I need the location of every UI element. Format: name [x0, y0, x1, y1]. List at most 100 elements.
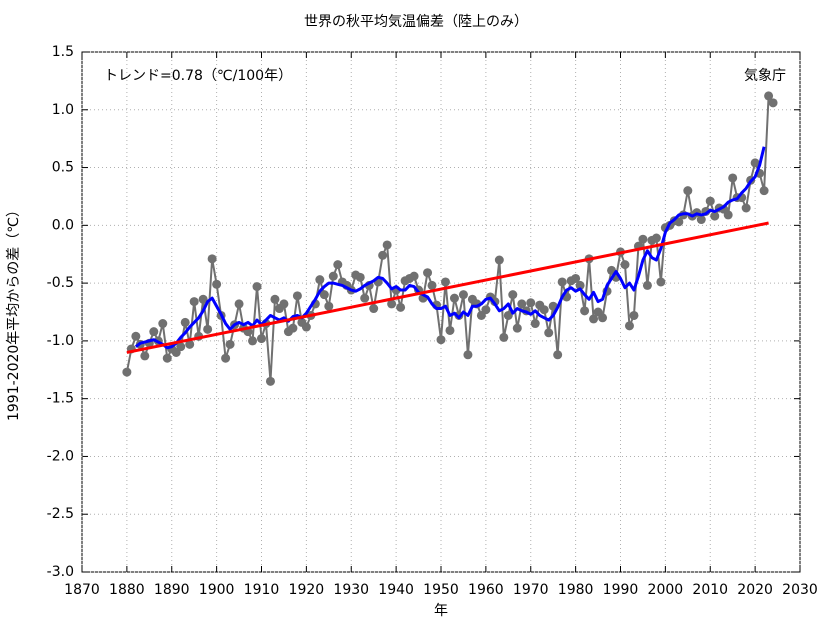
y-tick-label: -2.5 [47, 506, 74, 522]
data-point [176, 342, 186, 352]
x-tick-label: 1900 [199, 582, 235, 598]
data-point [162, 353, 172, 363]
data-point [436, 335, 446, 345]
x-tick-label: 2000 [648, 582, 684, 598]
y-tick-label: 0.0 [52, 217, 74, 233]
data-point [544, 328, 554, 338]
data-point [324, 301, 334, 311]
data-point [642, 280, 652, 290]
x-tick-label: 1980 [558, 582, 594, 598]
data-point [257, 334, 266, 344]
data-point [656, 277, 666, 287]
data-point [580, 306, 590, 316]
x-tick-label: 1920 [289, 582, 325, 598]
y-tick-label: -1.5 [47, 391, 74, 407]
data-point [387, 299, 397, 309]
x-tick-label: 1880 [109, 582, 145, 598]
data-point [185, 339, 195, 349]
data-point [140, 351, 150, 361]
data-point [508, 290, 518, 300]
data-point [624, 321, 634, 331]
data-point [458, 290, 468, 300]
data-point [526, 298, 536, 308]
data-point [270, 294, 280, 304]
data-point [333, 260, 343, 270]
y-tick-label: -2.0 [47, 448, 74, 464]
data-point [539, 305, 549, 315]
data-point [409, 271, 419, 281]
data-point [683, 186, 693, 196]
data-point [768, 98, 778, 108]
data-point [553, 350, 563, 360]
data-point [189, 297, 199, 307]
y-tick-label: 1.0 [52, 102, 74, 118]
data-point [710, 211, 720, 221]
y-tick-label: -3.0 [47, 564, 74, 580]
x-axis-label: 年 [434, 603, 448, 619]
data-point [203, 324, 213, 334]
data-point [764, 91, 774, 101]
data-point [449, 293, 459, 303]
data-point [503, 310, 513, 320]
data-point [728, 173, 738, 183]
series-line [125, 94, 774, 383]
data-point [180, 317, 190, 327]
data-point [234, 299, 244, 309]
data-point [499, 332, 509, 342]
x-tick-label: 2010 [692, 582, 728, 598]
data-point [252, 282, 262, 292]
data-point [571, 273, 581, 283]
data-point [279, 299, 289, 309]
data-point [638, 234, 648, 244]
data-point [378, 250, 388, 260]
x-tick-label: 1950 [423, 582, 459, 598]
x-tick-label: 1940 [378, 582, 414, 598]
x-tick-label: 1930 [333, 582, 369, 598]
data-point [122, 367, 132, 377]
source-annotation: 気象庁 [744, 68, 786, 84]
y-tick-label: -0.5 [47, 275, 74, 291]
x-tick-label: 1890 [154, 582, 190, 598]
data-point [427, 280, 437, 290]
x-tick-label: 1960 [468, 582, 504, 598]
x-tick-label: 1910 [244, 582, 280, 598]
data-point [360, 293, 370, 303]
x-tick-label: 2020 [737, 582, 773, 598]
x-tick-label: 2030 [782, 582, 818, 598]
data-point [512, 323, 522, 333]
data-point [149, 327, 159, 337]
data-point [315, 275, 325, 285]
series-line [126, 221, 769, 354]
data-point [530, 319, 540, 329]
data-point [221, 353, 231, 363]
data-point [355, 272, 365, 282]
data-point [198, 294, 208, 304]
data-point [494, 255, 504, 265]
data-point [292, 291, 302, 301]
data-point [651, 233, 661, 243]
data-point [319, 290, 329, 300]
y-axis-label: 1991-2020年平均からの差（℃） [6, 203, 22, 421]
x-tick-label: 1970 [513, 582, 549, 598]
data-point [248, 336, 258, 346]
data-point [557, 277, 567, 287]
data-point [158, 319, 168, 329]
data-point [629, 310, 639, 320]
data-point [396, 302, 406, 312]
data-point [265, 376, 275, 386]
data-point [382, 240, 392, 250]
x-tick-label: 1990 [603, 582, 639, 598]
data-point [723, 210, 733, 220]
data-point [445, 325, 455, 335]
trend-annotation: トレンド=0.78（℃/100年） [104, 68, 292, 84]
x-tick-label: 1870 [64, 582, 100, 598]
data-point [440, 277, 450, 287]
series-line [134, 146, 766, 350]
data-point [589, 314, 599, 324]
data-point [131, 331, 141, 341]
data-point [517, 299, 527, 309]
y-tick-label: 0.5 [52, 160, 74, 176]
data-point [750, 158, 760, 168]
data-point [620, 260, 630, 270]
